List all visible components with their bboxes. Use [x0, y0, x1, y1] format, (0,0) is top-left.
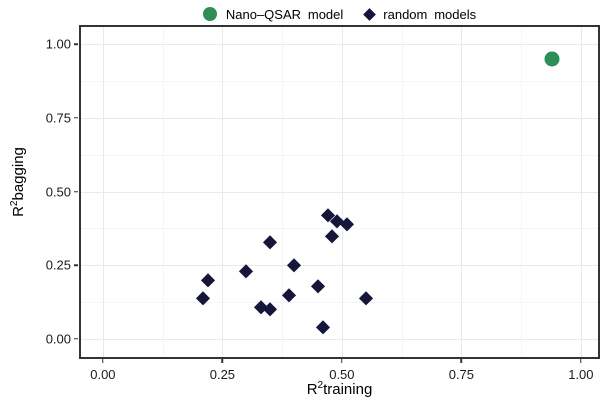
x-axis-tick — [341, 359, 343, 363]
data-point-random-model — [316, 320, 330, 334]
y-axis-tick — [74, 43, 78, 45]
data-point-random-model — [287, 258, 301, 272]
minor-gridline-y — [79, 302, 600, 304]
plot-panel — [79, 25, 600, 359]
y-axis-title-rest: bagging — [10, 147, 27, 201]
x-axis-title-rest: training — [323, 381, 373, 398]
major-gridline-y — [79, 265, 600, 267]
minor-gridline-y — [79, 81, 600, 82]
data-point-random-model — [311, 279, 325, 293]
major-gridline-y — [79, 117, 600, 119]
major-gridline-y — [79, 44, 600, 46]
y-axis-tick — [74, 190, 78, 193]
y-axis-tick-label: 0.25 — [45, 257, 71, 273]
circle-marker-icon — [202, 7, 217, 21]
y-axis-tick — [74, 264, 78, 266]
major-gridline-y — [79, 338, 600, 340]
x-axis-tick — [580, 359, 582, 363]
y-axis-tick-label: 0.00 — [45, 331, 71, 347]
legend-item-random-models: random models — [363, 6, 477, 22]
data-point-random-model — [325, 229, 340, 243]
y-axis-tick — [74, 117, 78, 119]
x-axis-tick-label: 0.25 — [209, 367, 236, 382]
y-axis-title-base: R — [10, 206, 27, 217]
x-axis-tick — [102, 359, 104, 363]
x-axis-title: R2training — [79, 380, 600, 399]
x-axis-title-sup: 2 — [317, 380, 324, 391]
x-axis-tick-label: 0.50 — [329, 367, 355, 382]
x-axis-tick — [460, 359, 463, 363]
y-axis-tick — [74, 338, 78, 340]
x-axis-title-base: R — [306, 381, 318, 398]
legend-label-random-models: random models — [383, 6, 477, 22]
y-axis-tick-label: 1.00 — [45, 36, 71, 52]
x-axis-tick — [221, 359, 224, 363]
data-point-random-model — [282, 288, 297, 302]
y-axis-title-sup: 2 — [9, 200, 20, 207]
major-gridline-y — [79, 191, 600, 193]
minor-gridline-y — [79, 228, 600, 230]
x-axis-tick-label: 0.75 — [448, 367, 475, 382]
y-axis-tick-label: 0.75 — [45, 110, 71, 126]
legend: Nano–QSAR model random models — [79, 3, 600, 25]
legend-label-nano-qsar: Nano–QSAR model — [225, 6, 344, 22]
x-axis-tick-label: 0.00 — [90, 367, 116, 382]
minor-gridline-y — [79, 154, 600, 156]
y-axis-title: R2bagging — [9, 15, 30, 349]
x-axis-tick-label: 1.00 — [568, 367, 594, 382]
data-point-nano-qsar — [544, 51, 560, 67]
data-point-random-model — [263, 234, 277, 249]
y-axis-tick-label: 0.50 — [45, 184, 71, 200]
diamond-marker-icon — [363, 7, 377, 21]
legend-item-nano-qsar: Nano–QSAR model — [202, 6, 344, 22]
data-point-random-model — [201, 273, 215, 287]
data-point-random-model — [239, 264, 253, 278]
